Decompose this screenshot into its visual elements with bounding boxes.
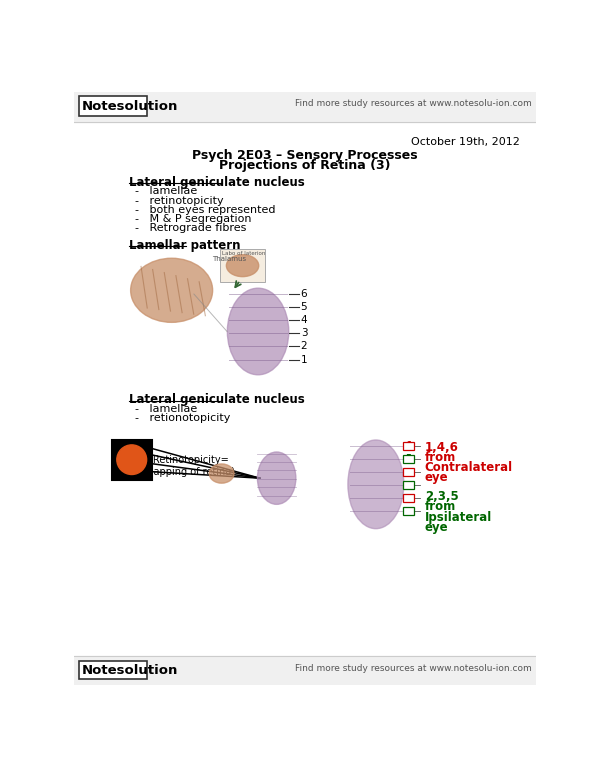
Text: 3: 3 (406, 480, 411, 490)
Text: Contralateral: Contralateral (425, 461, 513, 474)
Text: Find more study resources at www.notesolu­ion.com: Find more study resources at www.notesol… (295, 99, 531, 108)
Text: Projections of Retina (3): Projections of Retina (3) (219, 159, 390, 172)
Text: eye: eye (425, 521, 448, 534)
Text: Notesolution: Notesolution (82, 664, 178, 677)
Bar (74, 92, 536, 122)
Text: -   lamellae: - lamellae (135, 404, 197, 414)
Text: Notesolution: Notesolution (82, 100, 178, 113)
Text: 2: 2 (300, 342, 307, 351)
Ellipse shape (348, 440, 404, 529)
Text: (Retinotopicity=
mapping of retina): (Retinotopicity= mapping of retina) (143, 455, 234, 477)
Ellipse shape (131, 258, 212, 323)
Text: Ipsilateral: Ipsilateral (425, 511, 492, 524)
Text: 2: 2 (405, 494, 411, 503)
FancyBboxPatch shape (79, 661, 147, 679)
Text: -   Retrograde fibres: - Retrograde fibres (135, 223, 246, 233)
Bar (403, 442, 414, 450)
Bar (74, 656, 536, 685)
Ellipse shape (227, 288, 289, 375)
Text: Find more study resources at www.notesolu­ion.com: Find more study resources at www.notesol… (295, 664, 531, 673)
Text: 1: 1 (300, 355, 307, 364)
Ellipse shape (209, 464, 234, 484)
Text: -   both eyes represented: - both eyes represented (135, 205, 275, 215)
Text: -   retinotopicity: - retinotopicity (135, 196, 224, 206)
Text: -   lamellae: - lamellae (135, 186, 197, 196)
Text: 1: 1 (405, 507, 411, 516)
Bar (403, 507, 414, 515)
Text: 1,4,6: 1,4,6 (425, 441, 459, 454)
Bar (403, 455, 414, 463)
Text: Psych 2E03 – Sensory Processes: Psych 2E03 – Sensory Processes (192, 149, 417, 162)
Bar (220, 249, 265, 282)
Text: Lamellar pattern: Lamellar pattern (129, 239, 240, 252)
Text: 2,3,5: 2,3,5 (425, 490, 458, 504)
Text: from: from (425, 500, 456, 514)
Text: 5: 5 (300, 303, 307, 312)
Text: Lateral geniculate nucleus: Lateral geniculate nucleus (129, 176, 305, 189)
Ellipse shape (258, 452, 296, 504)
Text: Lateral geniculate nucleus: Lateral geniculate nucleus (129, 393, 305, 407)
Bar (112, 440, 152, 480)
Bar (403, 481, 414, 489)
Text: 6: 6 (300, 290, 307, 299)
Text: -   M & P segregation: - M & P segregation (135, 214, 251, 224)
Text: 4: 4 (300, 316, 307, 325)
Bar (403, 494, 414, 502)
Text: 5: 5 (405, 454, 411, 464)
Ellipse shape (226, 255, 259, 276)
FancyBboxPatch shape (79, 96, 147, 116)
Bar (403, 468, 414, 476)
Text: 4: 4 (405, 467, 411, 477)
Text: -   retionotopicity: - retionotopicity (135, 413, 230, 424)
Text: 6: 6 (405, 441, 411, 450)
Text: from: from (425, 451, 456, 464)
Text: 3: 3 (300, 329, 307, 338)
Text: October 19th, 2012: October 19th, 2012 (411, 137, 520, 147)
Text: Labo of laterion: Labo of laterion (221, 251, 265, 256)
Circle shape (117, 445, 146, 474)
Text: eye: eye (425, 471, 448, 484)
Text: Thalamus: Thalamus (212, 256, 246, 262)
